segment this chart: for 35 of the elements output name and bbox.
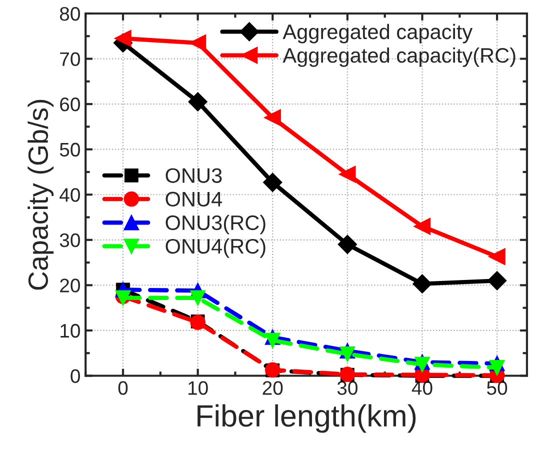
y-tick-label: 0: [70, 369, 80, 383]
y-tick-label: 60: [60, 98, 80, 112]
y-tick-label: 20: [60, 278, 80, 292]
point: [114, 30, 132, 47]
y-tick-label: 50: [60, 142, 80, 157]
x-tick-label: 10: [188, 381, 208, 395]
legend-label: ONU3: [166, 168, 222, 183]
point: [488, 271, 507, 290]
point: [190, 290, 206, 306]
y-tick-label: 40: [60, 188, 80, 202]
y-tick-label: 70: [60, 52, 80, 66]
x-tick-label: 20: [262, 381, 283, 395]
point: [488, 248, 506, 265]
y-tick-label: 10: [60, 324, 80, 338]
x-tick-label: 30: [337, 381, 358, 395]
legend-label: Aggregated capacity: [282, 24, 473, 44]
y-axis-title: Capacity (Gb/s): [28, 100, 54, 290]
point: [412, 274, 432, 294]
point: [188, 92, 208, 112]
point: [340, 346, 356, 362]
point: [264, 332, 280, 348]
y-tick-label: 80: [60, 6, 80, 21]
point: [263, 172, 282, 192]
legend-label: ONU4: [166, 192, 222, 207]
x-axis-title: Fiber length(km): [198, 404, 416, 433]
legend-label: ONU3(RC): [166, 214, 266, 234]
point: [489, 360, 505, 376]
point: [339, 166, 356, 183]
legend-label: Aggregated capacity(RC): [282, 48, 516, 67]
legend-label: ONU4(RC): [166, 238, 266, 258]
point: [414, 218, 431, 235]
x-tick-label: 0: [118, 381, 128, 395]
point: [264, 109, 281, 126]
point: [338, 234, 357, 254]
y-tick-label: 30: [60, 233, 80, 248]
